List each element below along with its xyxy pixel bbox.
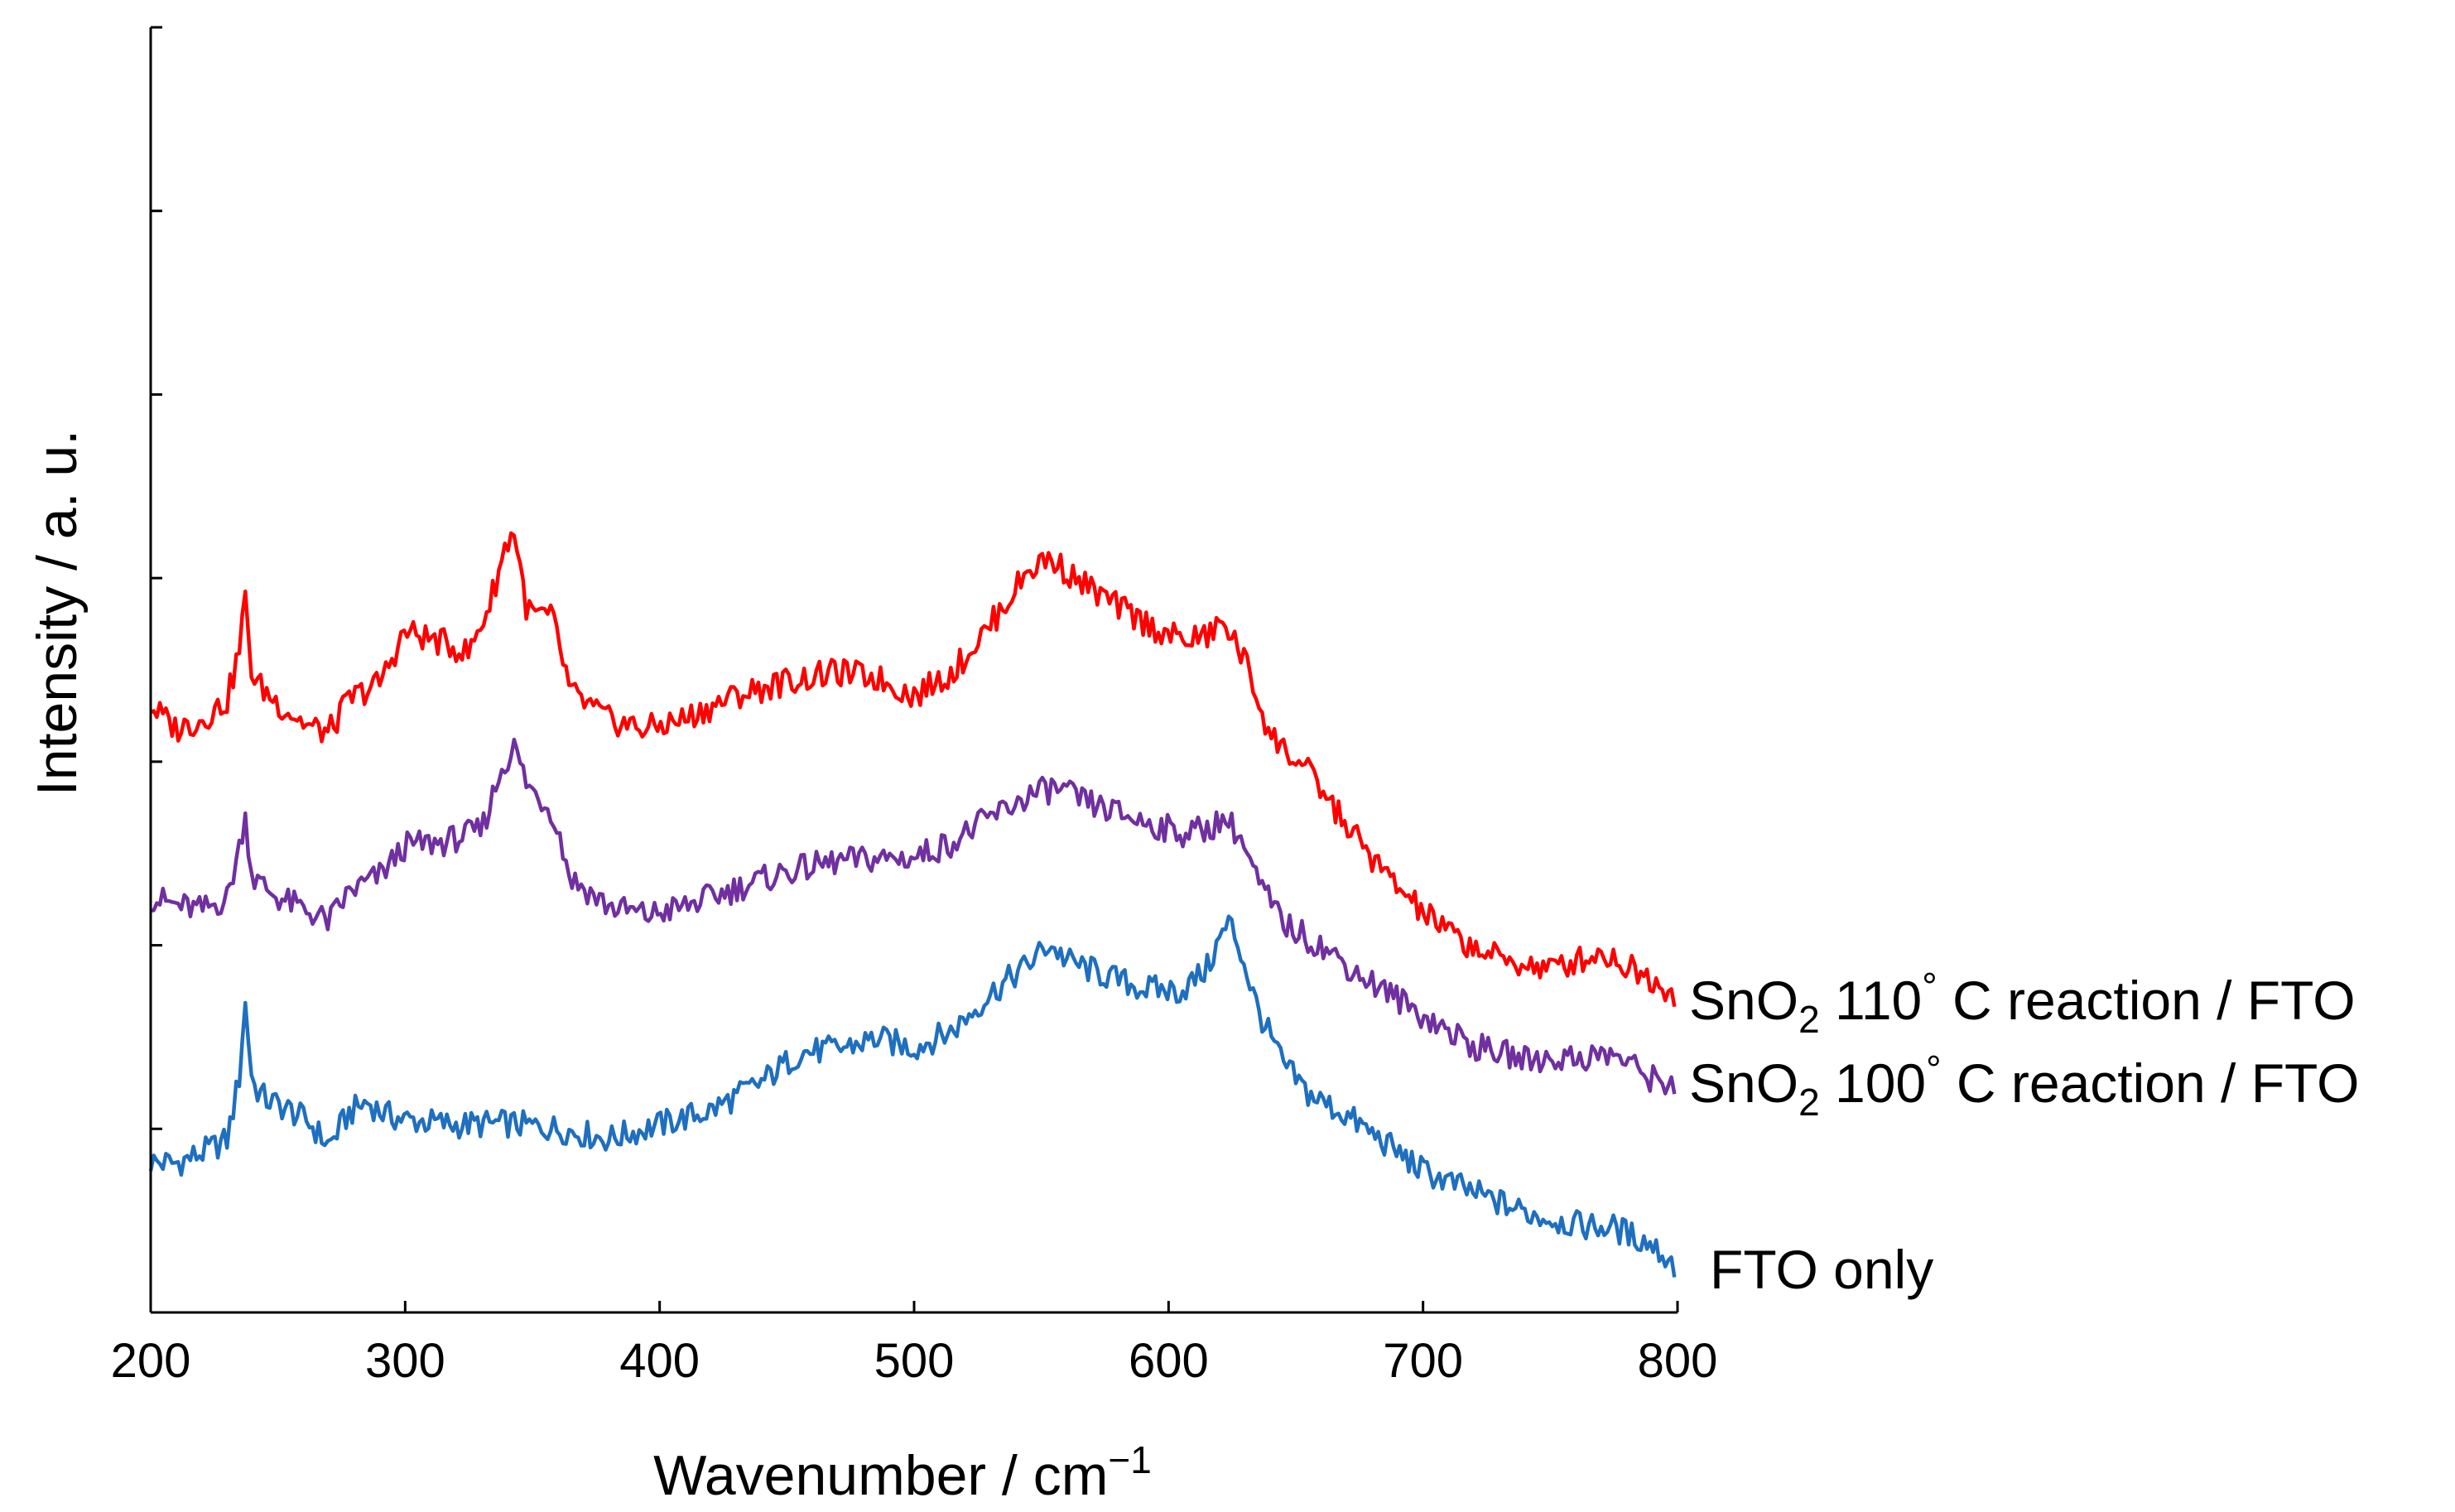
x-tick-label: 300 bbox=[365, 1334, 445, 1388]
series-label-subscript: 2 bbox=[1798, 1081, 1820, 1124]
x-tick-label: 400 bbox=[619, 1334, 700, 1388]
series-label-degree: ° bbox=[1922, 965, 1937, 1008]
labels: Intensity / a. u. Wavenumber / cm−1 FTO … bbox=[26, 430, 2359, 1507]
series-label-text: FTO only bbox=[1710, 1239, 1933, 1300]
y-axis-title: Intensity / a. u. bbox=[26, 430, 89, 796]
x-axis-title-text: Wavenumber / cm bbox=[653, 1444, 1108, 1507]
series-label-text: SnO bbox=[1689, 1052, 1798, 1114]
series-line-3 bbox=[150, 531, 1677, 1008]
series-label-text: SnO bbox=[1689, 970, 1798, 1031]
axes: 200 300 400 500 600 700 800 bbox=[111, 26, 1718, 1388]
x-tick-label: 700 bbox=[1383, 1334, 1463, 1388]
series-label-temp: 110 bbox=[1820, 970, 1923, 1031]
series-label-subscript: 2 bbox=[1798, 998, 1820, 1041]
series-label-degree: ° bbox=[1926, 1047, 1941, 1091]
series-label-temp: 100 bbox=[1820, 1052, 1926, 1114]
series-line-1 bbox=[148, 914, 1677, 1278]
x-tick-label: 600 bbox=[1129, 1334, 1209, 1388]
x-tick-label: 800 bbox=[1638, 1334, 1718, 1388]
series-line-2 bbox=[150, 737, 1677, 1095]
series-label-rest: C reaction / FTO bbox=[1942, 1052, 2360, 1114]
plot-area bbox=[148, 531, 1677, 1278]
series-label-3: SnO2 110° C reaction / FTO bbox=[1689, 965, 2356, 1041]
x-tick-label: 500 bbox=[874, 1334, 955, 1388]
series-label-1: FTO only bbox=[1710, 1239, 1933, 1300]
x-tick-label: 200 bbox=[111, 1334, 191, 1388]
series-label-rest: C reaction / FTO bbox=[1938, 970, 2356, 1031]
x-axis-title-superscript: −1 bbox=[1108, 1438, 1151, 1481]
series-label-2: SnO2 100° C reaction / FTO bbox=[1689, 1047, 2359, 1124]
x-axis-title: Wavenumber / cm−1 bbox=[653, 1438, 1152, 1507]
